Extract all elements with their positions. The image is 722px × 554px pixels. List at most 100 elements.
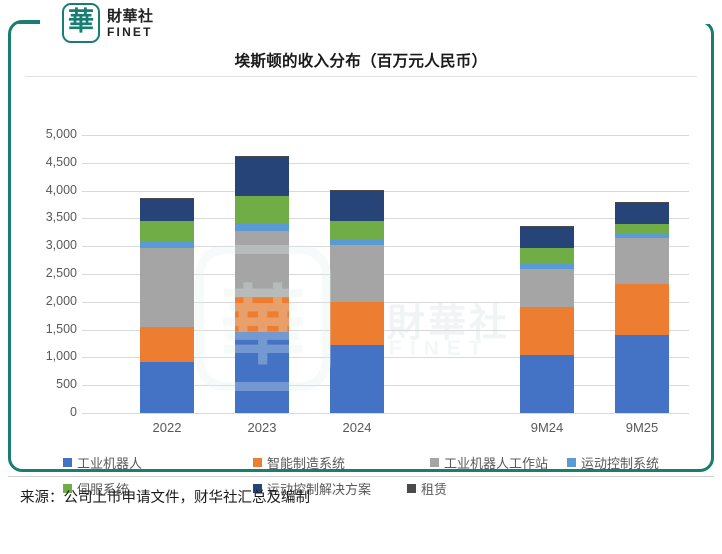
legend-label: 运动控制系统	[581, 457, 660, 472]
source-note: 来源：公司上市申请文件，财华社汇总及编制	[20, 490, 310, 506]
gridline	[82, 274, 689, 275]
legend-label: 智能制造系统	[267, 457, 346, 472]
legend-row-1: 工业机器人 智能制造系统 工业机器人工作站 运动控制系统	[55, 450, 695, 476]
bar-segment[interactable]	[615, 284, 669, 336]
gridline	[82, 135, 689, 136]
y-axis-tick-label: 500	[56, 377, 77, 392]
y-axis-tick-label: 4,500	[45, 154, 77, 169]
bar-segment[interactable]	[140, 362, 194, 413]
bar-stack[interactable]	[615, 135, 669, 413]
bar-segment[interactable]	[615, 238, 669, 285]
bar-segment[interactable]	[520, 226, 574, 249]
legend-item[interactable]: 租赁	[407, 479, 447, 498]
y-axis-tick-label: 0	[70, 405, 77, 419]
legend-item[interactable]: 工业机器人工作站	[430, 453, 548, 472]
chart-plot-area: 華 財華社 FINET 5,000 4,500 4,000 3,500 3,000 2,5…	[25, 85, 697, 435]
brand-name-en: FINET	[107, 24, 153, 39]
bar-stack[interactable]	[520, 135, 574, 413]
legend-item[interactable]: 运动控制解决方案	[253, 479, 371, 498]
chart-card: 埃斯顿的收入分布（百万元人民币） 華 財華社 FINET 5,000 4,500 4…	[25, 38, 697, 498]
legend-label: 伺服系统	[77, 483, 130, 498]
bar-segment[interactable]	[235, 196, 289, 224]
bar-segment[interactable]	[140, 221, 194, 242]
gridline	[82, 218, 689, 220]
bar-segment[interactable]	[235, 157, 289, 197]
legend-label: 工业机器人工作站	[444, 457, 549, 472]
bar-segment[interactable]	[615, 335, 669, 413]
legend-swatch-icon	[253, 458, 262, 467]
bar-segment[interactable]	[615, 201, 669, 203]
bar-stack[interactable]	[140, 135, 194, 413]
chart-title-divider	[25, 76, 697, 77]
chart-gridlines	[82, 135, 689, 414]
legend-label: 运动控制解决方案	[267, 483, 372, 498]
gridline	[82, 413, 689, 414]
y-axis-tick-label: 1,500	[45, 321, 77, 336]
bar-segment[interactable]	[235, 230, 289, 298]
legend-item[interactable]: 伺服系统	[63, 479, 129, 498]
legend-item[interactable]: 运动控制系统	[567, 453, 659, 472]
bar-segment[interactable]	[140, 241, 194, 248]
brand-logo: 華 財華社 FINET	[56, 3, 160, 43]
legend-label: 租赁	[421, 483, 448, 498]
brand-logo-text: 財華社 FINET	[107, 6, 154, 39]
legend-swatch-icon	[430, 458, 439, 467]
frame-top-notch	[40, 18, 722, 24]
gridline	[82, 329, 689, 331]
legend-swatch-icon	[567, 458, 576, 467]
y-axis-tick-label: 3,500	[45, 210, 77, 225]
bar-segment[interactable]	[330, 221, 384, 239]
x-axis-tick-label: 9M24	[530, 420, 564, 435]
bar-segment[interactable]	[615, 232, 669, 239]
bar-segment[interactable]	[330, 245, 384, 302]
y-axis-tick-label: 1,000	[45, 349, 77, 364]
bar-segment[interactable]	[235, 223, 289, 231]
legend-row-2: 伺服系统 运动控制解决方案 租赁	[55, 476, 695, 502]
legend-item[interactable]: 智能制造系统	[253, 453, 345, 472]
gridline	[82, 301, 689, 303]
bar-segment[interactable]	[140, 198, 194, 222]
gridline	[82, 385, 689, 387]
legend-swatch-icon	[253, 484, 262, 493]
chart-y-axis: 5,000 4,500 4,000 3,500 3,000 2,500 2,000 1,500…	[25, 127, 77, 419]
bar-stack[interactable]	[330, 135, 384, 413]
bar-segment[interactable]	[235, 332, 289, 413]
bar-segment[interactable]	[330, 301, 384, 346]
bar-segment[interactable]	[140, 247, 194, 328]
bar-segment[interactable]	[520, 264, 574, 269]
bar-segment[interactable]	[520, 307, 574, 355]
bar-stack[interactable]	[235, 135, 289, 413]
bar-segment[interactable]	[140, 327, 194, 363]
bar-segment[interactable]	[235, 156, 289, 158]
x-axis-tick-label: 2024	[342, 420, 372, 435]
bar-segment[interactable]	[520, 354, 574, 413]
x-axis-tick-label: 9M25	[625, 420, 659, 435]
source-divider	[8, 476, 714, 477]
x-axis-tick-label: 2022	[152, 420, 182, 435]
legend-swatch-icon	[63, 458, 72, 467]
legend-label: 工业机器人	[77, 457, 143, 472]
bar-segment[interactable]	[330, 190, 384, 192]
bar-segment[interactable]	[520, 269, 574, 308]
bar-segment[interactable]	[520, 248, 574, 264]
gridline	[82, 162, 689, 164]
chart-title: 埃斯顿的收入分布（百万元人民币）	[234, 52, 488, 70]
brand-name-cn: 財華社	[107, 6, 154, 25]
finet-logo-icon: 華	[62, 3, 100, 43]
chart-bars	[82, 135, 689, 413]
y-axis-tick-label: 5,000	[45, 127, 77, 141]
bar-segment[interactable]	[330, 238, 384, 246]
bar-segment[interactable]	[235, 297, 289, 333]
bar-segment[interactable]	[330, 345, 384, 413]
bar-segment[interactable]	[140, 197, 194, 199]
legend-item[interactable]: 工业机器人	[63, 453, 142, 472]
logo-glyph: 華	[67, 7, 94, 37]
bar-segment[interactable]	[520, 225, 574, 227]
chart-x-axis: 2022 2023 2024 9M24 9M25	[82, 414, 689, 440]
y-axis-tick-label: 3,000	[45, 238, 77, 253]
bar-segment[interactable]	[330, 191, 384, 222]
y-axis-tick-label: 2,000	[45, 293, 77, 308]
bar-segment[interactable]	[615, 223, 669, 233]
bar-segment[interactable]	[615, 202, 669, 224]
x-axis-tick-label: 2023	[247, 420, 277, 435]
